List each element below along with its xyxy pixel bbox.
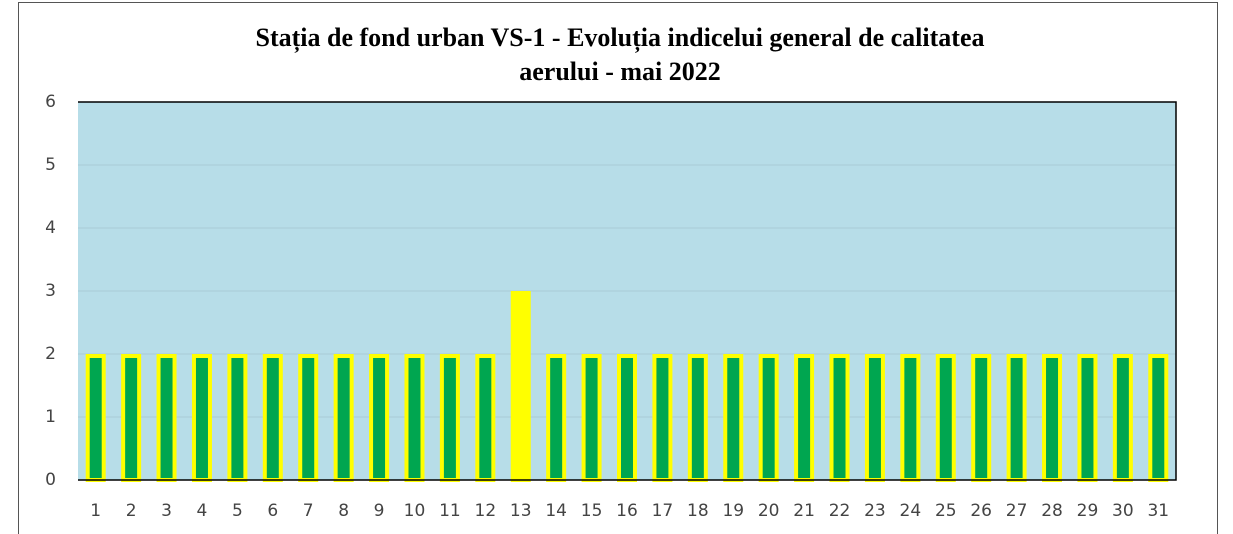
bar [971, 354, 992, 482]
bar [262, 354, 283, 482]
bar [191, 354, 212, 482]
bar [333, 354, 354, 482]
bar [404, 354, 425, 482]
bar [156, 354, 177, 482]
plot-border [78, 101, 1177, 481]
bar [1112, 354, 1133, 482]
bar [121, 354, 142, 482]
x-tick-label: 24 [900, 501, 922, 521]
y-tick-label: 3 [45, 281, 56, 301]
y-tick-label: 1 [45, 407, 56, 427]
x-tick-label: 7 [303, 501, 314, 521]
x-tick-label: 14 [545, 501, 567, 521]
x-tick-label: 10 [404, 501, 426, 521]
x-tick-label: 5 [232, 501, 243, 521]
bar [617, 354, 637, 482]
x-tick-label: 3 [161, 501, 172, 521]
x-tick-label: 27 [1006, 501, 1028, 521]
chart-title: Stația de fond urban VS-1 - Evoluția ind… [256, 23, 985, 53]
bar [581, 354, 602, 482]
x-tick-label: 29 [1077, 501, 1099, 521]
x-tick-label: 2 [126, 501, 137, 521]
x-tick-label: 20 [758, 501, 780, 521]
bar [1077, 354, 1098, 482]
bar [298, 354, 319, 482]
x-tick-label: 13 [510, 501, 532, 521]
x-tick-label: 9 [374, 501, 385, 521]
x-tick-label: 8 [338, 501, 349, 521]
bar [723, 354, 744, 482]
bar [652, 354, 673, 482]
bar [1006, 354, 1027, 482]
y-tick-label: 0 [45, 470, 56, 490]
bar [935, 354, 956, 482]
x-tick-label: 4 [197, 501, 208, 521]
x-tick-label: 15 [581, 501, 603, 521]
x-tick-label: 17 [652, 501, 674, 521]
x-tick-label: 6 [267, 501, 278, 521]
bar [510, 291, 531, 482]
x-tick-label: 23 [864, 501, 886, 521]
y-tick-label: 5 [45, 155, 56, 175]
bar [439, 354, 460, 482]
y-tick-label: 4 [45, 218, 56, 238]
x-tick-label: 28 [1041, 501, 1063, 521]
x-tick-label: 19 [722, 501, 744, 521]
bar [1042, 354, 1063, 482]
y-tick-label: 2 [45, 344, 56, 364]
x-tick-label: 12 [475, 501, 497, 521]
bar [85, 354, 106, 482]
x-tick-label: 31 [1147, 501, 1169, 521]
bar [900, 354, 921, 482]
x-tick-label: 22 [829, 501, 851, 521]
bar [794, 354, 815, 482]
x-tick-label: 1 [90, 501, 101, 521]
bar [758, 354, 779, 482]
bar [475, 354, 496, 482]
bar [687, 354, 708, 482]
x-tick-label: 16 [616, 501, 638, 521]
x-tick-label: 25 [935, 501, 957, 521]
x-tick-label: 11 [439, 501, 461, 521]
x-tick-label: 26 [970, 501, 992, 521]
x-tick-label: 30 [1112, 501, 1134, 521]
bar [369, 354, 390, 482]
bar [829, 354, 850, 482]
x-tick-label: 21 [793, 501, 815, 521]
bar [864, 354, 885, 482]
bar [546, 354, 567, 482]
bar [1148, 354, 1169, 482]
bar [227, 354, 248, 482]
chart-title: aerului - mai 2022 [519, 57, 721, 86]
y-tick-label: 6 [45, 92, 56, 112]
x-tick-label: 18 [687, 501, 709, 521]
